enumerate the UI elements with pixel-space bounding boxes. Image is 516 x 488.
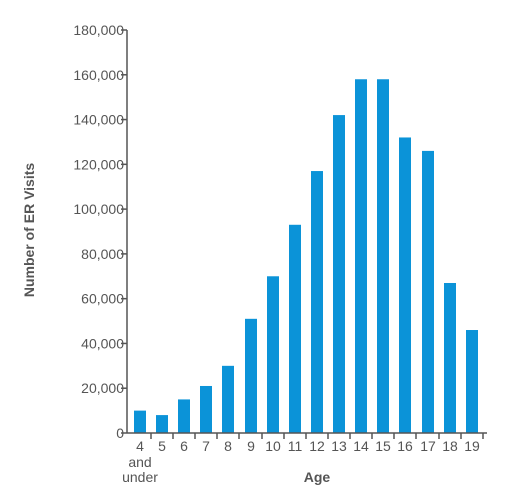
y-tick-label: 40,000: [81, 335, 124, 351]
bar: [156, 415, 168, 433]
y-tick-label: 100,000: [73, 201, 124, 217]
x-tick-label: 17: [420, 438, 436, 454]
x-tick-label: 10: [265, 438, 281, 454]
y-tick-label: 160,000: [73, 67, 124, 83]
x-tick-label: 6: [180, 438, 188, 454]
bar: [466, 330, 478, 433]
y-tick-label: 0: [116, 425, 124, 441]
x-tick-sublabel: and: [128, 454, 151, 470]
x-tick-label: 5: [158, 438, 166, 454]
bar: [355, 79, 367, 433]
y-tick-label: 60,000: [81, 291, 124, 307]
bar: [267, 276, 279, 433]
bar: [222, 365, 234, 433]
x-tick-label: 13: [331, 438, 347, 454]
x-tick-label: 12: [309, 438, 325, 454]
x-tick-label: 8: [224, 438, 232, 454]
x-tick-label: 15: [375, 438, 391, 454]
x-tick-label: 18: [442, 438, 458, 454]
y-tick-label: 140,000: [73, 112, 124, 128]
x-tick-label: 9: [247, 438, 255, 454]
y-tick-label: 80,000: [81, 246, 124, 262]
x-tick-label: 4: [136, 438, 144, 454]
y-tick-label: 20,000: [81, 380, 124, 396]
bar: [399, 137, 411, 433]
x-axis-title: Age: [304, 469, 331, 485]
bar: [245, 318, 257, 433]
bars: [134, 79, 478, 434]
bar: [422, 150, 434, 433]
y-tick-label: 120,000: [73, 156, 124, 172]
x-tick-label: 7: [202, 438, 210, 454]
bar: [289, 224, 301, 433]
x-tick-label: 11: [288, 438, 303, 454]
bar: [333, 115, 345, 434]
x-tick-label: 14: [353, 438, 369, 454]
x-tick-label: 16: [397, 438, 413, 454]
x-tick-label: 19: [464, 438, 480, 454]
bar: [377, 79, 389, 433]
y-axis-title: Number of ER Visits: [21, 163, 37, 298]
x-tick-sublabel: under: [122, 469, 158, 485]
bar: [444, 282, 456, 433]
bar: [200, 385, 212, 433]
bar: [311, 171, 323, 434]
y-axis-ticks: 0 20,000 40,000 60,000 80,000 100,000 120,000 1…: [73, 22, 127, 441]
y-tick-label: 180,000: [73, 22, 124, 38]
bar: [178, 399, 190, 433]
bar: [134, 410, 146, 433]
